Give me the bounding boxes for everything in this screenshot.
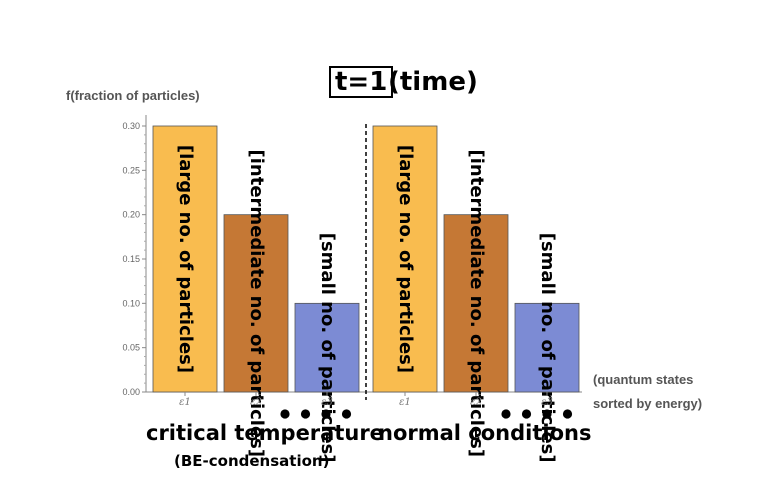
group-caption-normal: normal conditions <box>378 421 592 445</box>
ellipsis-dot <box>321 409 331 419</box>
y-tick-label: 0.25 <box>122 165 140 175</box>
bar-label: [intermediate no. of particles] <box>466 150 487 458</box>
y-axis-label: f(fraction of particles) <box>66 88 200 103</box>
chart-title-boxed: t=1 <box>329 66 394 98</box>
y-tick-label: 0.05 <box>122 343 140 353</box>
x-axis-label-line2: sorted by energy) <box>593 396 703 411</box>
x-tick-label: ε2 <box>470 397 482 408</box>
ellipsis-dot <box>521 409 532 419</box>
ellipsis-dot <box>542 409 552 419</box>
x-tick-label: ε1 <box>179 397 191 408</box>
ellipsis-dot <box>280 409 290 419</box>
bar-label: [large no. of particles] <box>395 145 416 373</box>
x-tick-label: ε3 <box>541 397 553 408</box>
bar-normal-e1 <box>372 125 438 393</box>
y-tick-label: 0.15 <box>122 254 140 264</box>
y-tick-label: 0.30 <box>122 121 140 131</box>
group-subcaption-be: (BE-condensation) <box>174 452 330 470</box>
ellipsis-dot <box>341 409 352 419</box>
x-tick-label: ε1 <box>399 397 411 408</box>
bar-normal-e3 <box>514 302 580 393</box>
x-tick-label: ε2 <box>250 397 262 408</box>
bar-critical-e3 <box>294 302 360 393</box>
bar-label: [small no. of particles] <box>317 233 338 463</box>
y-tick-label: 0.20 <box>122 210 140 220</box>
bar-label: [small no. of particles] <box>537 233 558 463</box>
bar-normal-e2 <box>443 214 509 393</box>
bar-critical-e1 <box>152 125 218 393</box>
bar-label: [large no. of particles] <box>175 145 196 373</box>
ellipsis-dot <box>501 409 511 419</box>
x-axis-label-line1: (quantum states <box>593 372 694 387</box>
ellipsis-dot <box>300 409 311 419</box>
y-tick-label: 0.10 <box>122 298 140 308</box>
y-tick-label: 0.00 <box>122 387 140 397</box>
ellipsis-dot <box>562 409 573 419</box>
x-tick-label: ε3 <box>321 397 333 408</box>
chart-title-rest: (time) <box>388 67 478 97</box>
bar-label: [intermediate no. of particles] <box>246 150 267 458</box>
group-caption-critical: critical temperature <box>146 421 384 445</box>
